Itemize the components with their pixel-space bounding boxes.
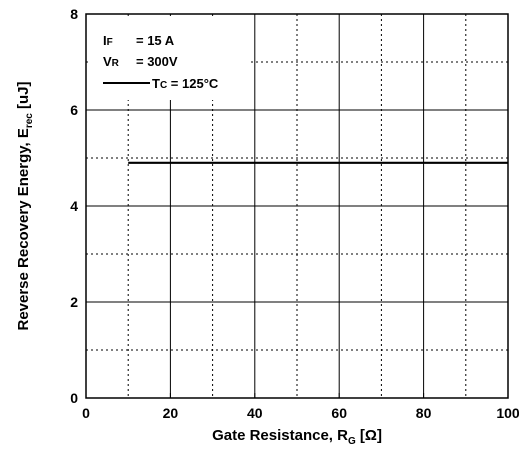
x-tick-label: 100 <box>496 405 519 421</box>
x-tick-label: 0 <box>82 405 90 421</box>
x-axis-title: Gate Resistance, RG [Ω] <box>212 427 382 447</box>
legend-label-tc125: TC = 125°C <box>152 76 219 91</box>
y-tick-label: 2 <box>70 294 78 310</box>
x-tick-label: 80 <box>416 405 432 421</box>
x-tick-label: 20 <box>163 405 179 421</box>
x-axis-title-sub: G <box>348 436 356 447</box>
condition-voltage-sub: R <box>112 58 120 69</box>
x-tick-label: 40 <box>247 405 263 421</box>
condition-voltage-symbol: V <box>103 54 112 69</box>
condition-current-symbol: I <box>103 33 107 48</box>
legend-label-value: = 125°C <box>167 76 219 91</box>
y-axis-title-text: Reverse Recovery Energy, E <box>15 128 32 330</box>
condition-voltage: VR = 300V <box>103 54 178 69</box>
y-axis-title-sub: rec <box>24 113 35 128</box>
x-axis-title-text: Gate Resistance, R <box>212 427 348 444</box>
y-tick-label: 6 <box>70 102 78 118</box>
legend-label-symbol: T <box>152 76 160 91</box>
condition-current-value: = 15 A <box>136 33 175 48</box>
y-tick-label: 4 <box>70 198 78 214</box>
legend-label-sub: C <box>160 80 167 91</box>
y-axis-title-unit: [uJ] <box>15 81 32 113</box>
condition-current-sub: F <box>107 37 113 48</box>
x-tick-label: 60 <box>331 405 347 421</box>
x-axis-title-unit: [Ω] <box>356 427 382 444</box>
tick-labels: 0 20 40 60 80 100 0 2 4 6 8 <box>70 6 519 421</box>
y-tick-label: 8 <box>70 6 78 22</box>
condition-current: IF = 15 A <box>103 33 175 48</box>
y-axis-title: Reverse Recovery Energy, Erec [uJ] <box>15 81 35 330</box>
legend-background <box>88 16 250 100</box>
legend: IF = 15 A VR = 300V TC = 125°C <box>88 16 250 100</box>
condition-voltage-value: = 300V <box>136 54 178 69</box>
y-tick-label: 0 <box>70 390 78 406</box>
